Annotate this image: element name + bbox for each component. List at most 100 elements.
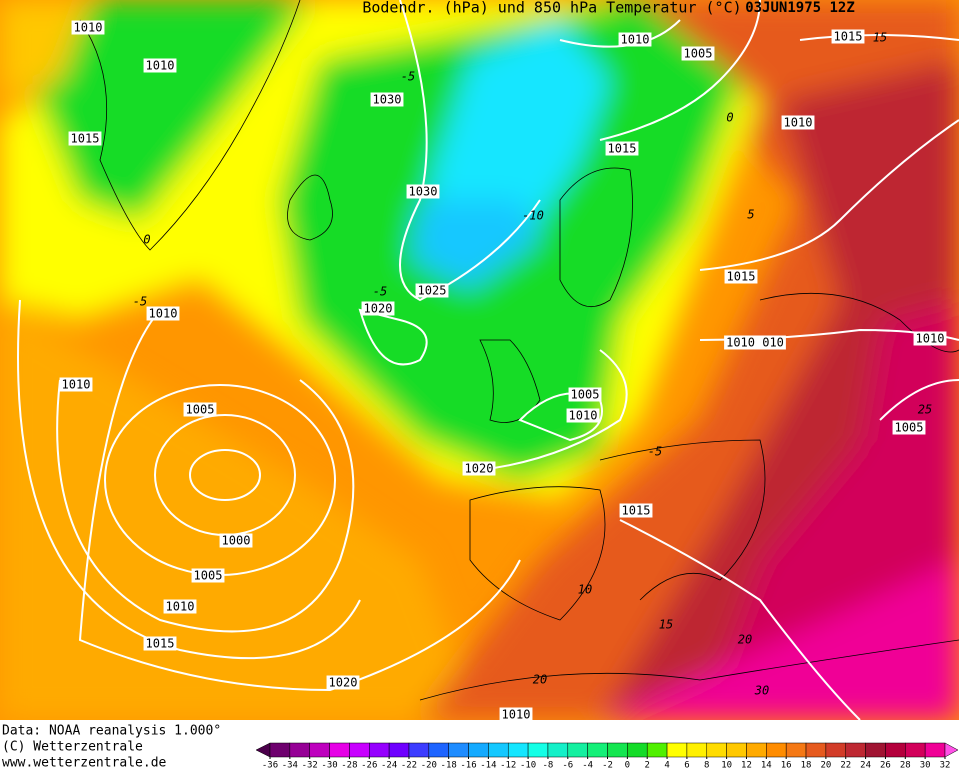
scale-segment [289, 742, 310, 758]
isobar-label: 1005 [895, 421, 924, 435]
scale-segment [408, 742, 430, 758]
temperature-label: -5 [133, 295, 147, 309]
isobar-label: 1010 [621, 33, 650, 47]
temperature-label: 10 [578, 583, 592, 597]
scale-segment [567, 742, 588, 758]
temperature-label: 15 [659, 618, 673, 632]
scale-tick-label: 10 [721, 761, 732, 771]
isobar-label-box [913, 331, 947, 346]
isobar-label-box [619, 503, 653, 518]
temperature-label: -10 [522, 209, 544, 223]
scale-segment [349, 742, 370, 758]
website: www.wetterzentrale.de [2, 756, 167, 771]
scale-tick-label: -36 [262, 761, 278, 771]
data-source: Data: NOAA reanalysis 1.000° [2, 724, 221, 739]
temperature-label: 30 [754, 684, 769, 698]
scale-tick-label: -2 [602, 761, 613, 771]
scale-tick-label: 28 [900, 761, 911, 771]
isobar-label-box [415, 283, 449, 298]
isobar-label: 1005 [684, 47, 713, 61]
scale-tick-label: 14 [761, 761, 772, 771]
scale-segment [646, 742, 668, 758]
temperature-label: 0 [143, 233, 150, 247]
scale-segment [885, 742, 906, 758]
map-date: 03JUN1975 12Z [745, 0, 855, 16]
scale-tick-label: 4 [664, 761, 669, 771]
scale-tick-label: 24 [860, 761, 871, 771]
isobar-label-box [71, 20, 105, 35]
isobar-label: 1020 [364, 302, 393, 316]
scale-segment [905, 742, 926, 758]
scale-segment [726, 742, 747, 758]
isobar-label-box [566, 408, 600, 423]
scale-segment [785, 742, 807, 758]
copyright: (C) Wetterzentrale [2, 740, 143, 755]
scale-segment [547, 742, 569, 758]
scale-tick-label: -28 [341, 761, 357, 771]
isobar-label: 1010 [149, 307, 178, 321]
scale-segment [388, 742, 410, 758]
temperature-label: 20 [533, 673, 547, 687]
isobar-label: 1015 [608, 142, 637, 156]
scale-segment [686, 742, 708, 758]
isobar-label: 1000 [222, 534, 251, 548]
scale-tick-label: -32 [302, 761, 318, 771]
isobar-label: 1015 [146, 637, 175, 651]
map [0, 0, 959, 720]
isobar-label-box [724, 269, 758, 284]
coastlines [79, 0, 959, 701]
isobar-label: 1010 [916, 332, 945, 346]
scale-tick-label: -26 [361, 761, 377, 771]
isobar-label-box [724, 335, 786, 350]
isobar-label: 1010 [62, 378, 91, 392]
temperature-label: 25 [918, 403, 932, 417]
scale-segment [269, 742, 291, 758]
temperature-label: -5 [401, 70, 415, 84]
temperature-label: -5 [373, 285, 387, 299]
isobar-label: 1015 [622, 504, 651, 518]
color-scale: -36 -34 -32 -30 -28 -26 -24 -22 -20 -18 -16 -14 -12-… [255, 742, 959, 771]
isobar-label-box [146, 306, 180, 321]
isobar-label-box [191, 568, 225, 583]
isobar-label-box [499, 707, 533, 722]
isobar-label-box [406, 184, 440, 199]
isobar-label-box [370, 92, 404, 107]
isobar-label: 1010 [166, 600, 195, 614]
scale-segment [448, 742, 469, 758]
scale-segment [488, 742, 509, 758]
scale-segment [527, 742, 549, 758]
isobar-label: 1015 [71, 132, 100, 146]
scale-tick-label: 8 [704, 761, 709, 771]
scale-tick-label: -24 [381, 761, 397, 771]
isobar-label-box [568, 387, 602, 402]
isobar-label-box [68, 131, 102, 146]
isobar-label-box [143, 58, 177, 73]
isobar-label-box [462, 461, 496, 476]
scale-tick-label: -10 [520, 761, 536, 771]
scale-tick-label: 18 [801, 761, 812, 771]
scale-segment [329, 742, 350, 758]
scale-segment [627, 742, 648, 758]
scale-tick-label: -8 [543, 761, 554, 771]
scale-segment [766, 742, 787, 758]
isobar-label-box [605, 141, 639, 156]
isobar-label-box [163, 599, 197, 614]
scale-tick-label: -12 [500, 761, 516, 771]
isobar-label: 1005 [186, 403, 215, 417]
scale-tick-label: -34 [282, 761, 298, 771]
isobar-label: 1030 [409, 185, 438, 199]
temperature-label: 20 [738, 633, 752, 647]
isobar-label: 1020 [465, 462, 494, 476]
scale-segment [607, 742, 628, 758]
labels: 1010101010151030103010251020101010101005… [59, 20, 947, 722]
scale-segment [369, 742, 390, 758]
isobar-label-box [618, 32, 652, 47]
scale-segment [468, 742, 489, 758]
isobar-label-box [326, 675, 360, 690]
isobar-label-box [59, 377, 93, 392]
scale-tick-label: 22 [840, 761, 851, 771]
scale-tick-label: -6 [562, 761, 573, 771]
isobar-label-box [183, 402, 217, 417]
isobar-label: 1005 [194, 569, 223, 583]
